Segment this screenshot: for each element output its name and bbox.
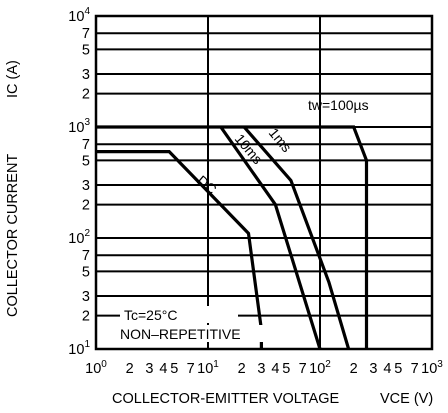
x-tick-labels: 100 2 3 4 5 7 101 2 3 4 5 7 102 2 3 4 5 7 103 bbox=[85, 359, 443, 377]
curve-labels: tw=100µs 1ms 10ms DC bbox=[194, 97, 369, 197]
tc-label: Tc=25°C bbox=[124, 307, 177, 323]
y-tick-label-8: 5 bbox=[82, 153, 90, 169]
x-tick-label-18: 103 bbox=[421, 359, 443, 377]
x-tick-label-7: 2 bbox=[238, 361, 246, 377]
x-tick-label-8: 3 bbox=[257, 361, 265, 377]
curve-1ms bbox=[242, 125, 351, 350]
x-axis-unit: VCE (V) bbox=[380, 391, 433, 407]
y-tick-label-12: 3 bbox=[82, 67, 90, 83]
x-tick-label-17: 7 bbox=[411, 361, 419, 377]
y-tick-label-13: 5 bbox=[82, 42, 90, 58]
curve-tw100us bbox=[96, 125, 369, 349]
y-tick-label-9: 7 bbox=[82, 137, 90, 153]
curve-group bbox=[96, 125, 369, 350]
y-tick-label-1: 2 bbox=[82, 309, 90, 325]
y-tick-label-15: 104 bbox=[68, 6, 90, 25]
y-tick-label-2: 3 bbox=[82, 289, 90, 305]
x-tick-label-15: 4 bbox=[383, 361, 391, 377]
x-tick-label-16: 5 bbox=[394, 361, 402, 377]
x-tick-label-1: 2 bbox=[126, 361, 134, 377]
x-tick-label-3: 4 bbox=[159, 361, 167, 377]
x-tick-label-14: 3 bbox=[369, 361, 377, 377]
y-tick-label-4: 7 bbox=[82, 248, 90, 264]
x-tick-label-5: 7 bbox=[187, 361, 195, 377]
y-tick-label-14: 7 bbox=[82, 26, 90, 42]
non-repetitive-label: NON–REPETITIVE bbox=[120, 326, 241, 342]
x-tick-label-11: 7 bbox=[299, 361, 307, 377]
x-tick-label-4: 5 bbox=[170, 361, 178, 377]
non-repetitive-label-background bbox=[116, 325, 276, 342]
x-axis-title: COLLECTOR-EMITTER VOLTAGE bbox=[112, 391, 340, 407]
x-tick-label-6: 101 bbox=[197, 359, 219, 377]
y-tick-label-0: 101 bbox=[68, 339, 90, 358]
x-tick-label-10: 5 bbox=[282, 361, 290, 377]
x-tick-label-0: 100 bbox=[85, 359, 107, 377]
y-tick-label-6: 2 bbox=[82, 198, 90, 214]
y-axis-unit: IC (A) bbox=[5, 60, 21, 98]
y-tick-label-7: 3 bbox=[82, 178, 90, 194]
curve-10ms bbox=[219, 126, 322, 350]
x-tick-label-12: 102 bbox=[309, 359, 331, 377]
y-axis-title: COLLECTOR CURRENT bbox=[5, 154, 21, 317]
plot-frame bbox=[94, 14, 434, 351]
label-tw100us: tw=100µs bbox=[308, 97, 369, 113]
label-dc: DC bbox=[194, 172, 220, 197]
y-tick-label-3: 5 bbox=[82, 264, 90, 280]
x-tick-label-9: 4 bbox=[271, 361, 279, 377]
tc-label-background bbox=[120, 306, 238, 323]
y-tick-label-11: 2 bbox=[82, 87, 90, 103]
conditions-annotation: Tc=25°C NON–REPETITIVE bbox=[116, 306, 276, 342]
grid-lines bbox=[95, 15, 433, 350]
x-tick-label-13: 2 bbox=[350, 361, 358, 377]
label-1ms: 1ms bbox=[266, 125, 295, 156]
x-tick-label-2: 3 bbox=[145, 361, 153, 377]
y-tick-label-10: 103 bbox=[68, 117, 90, 136]
y-tick-label-5: 102 bbox=[68, 228, 90, 247]
